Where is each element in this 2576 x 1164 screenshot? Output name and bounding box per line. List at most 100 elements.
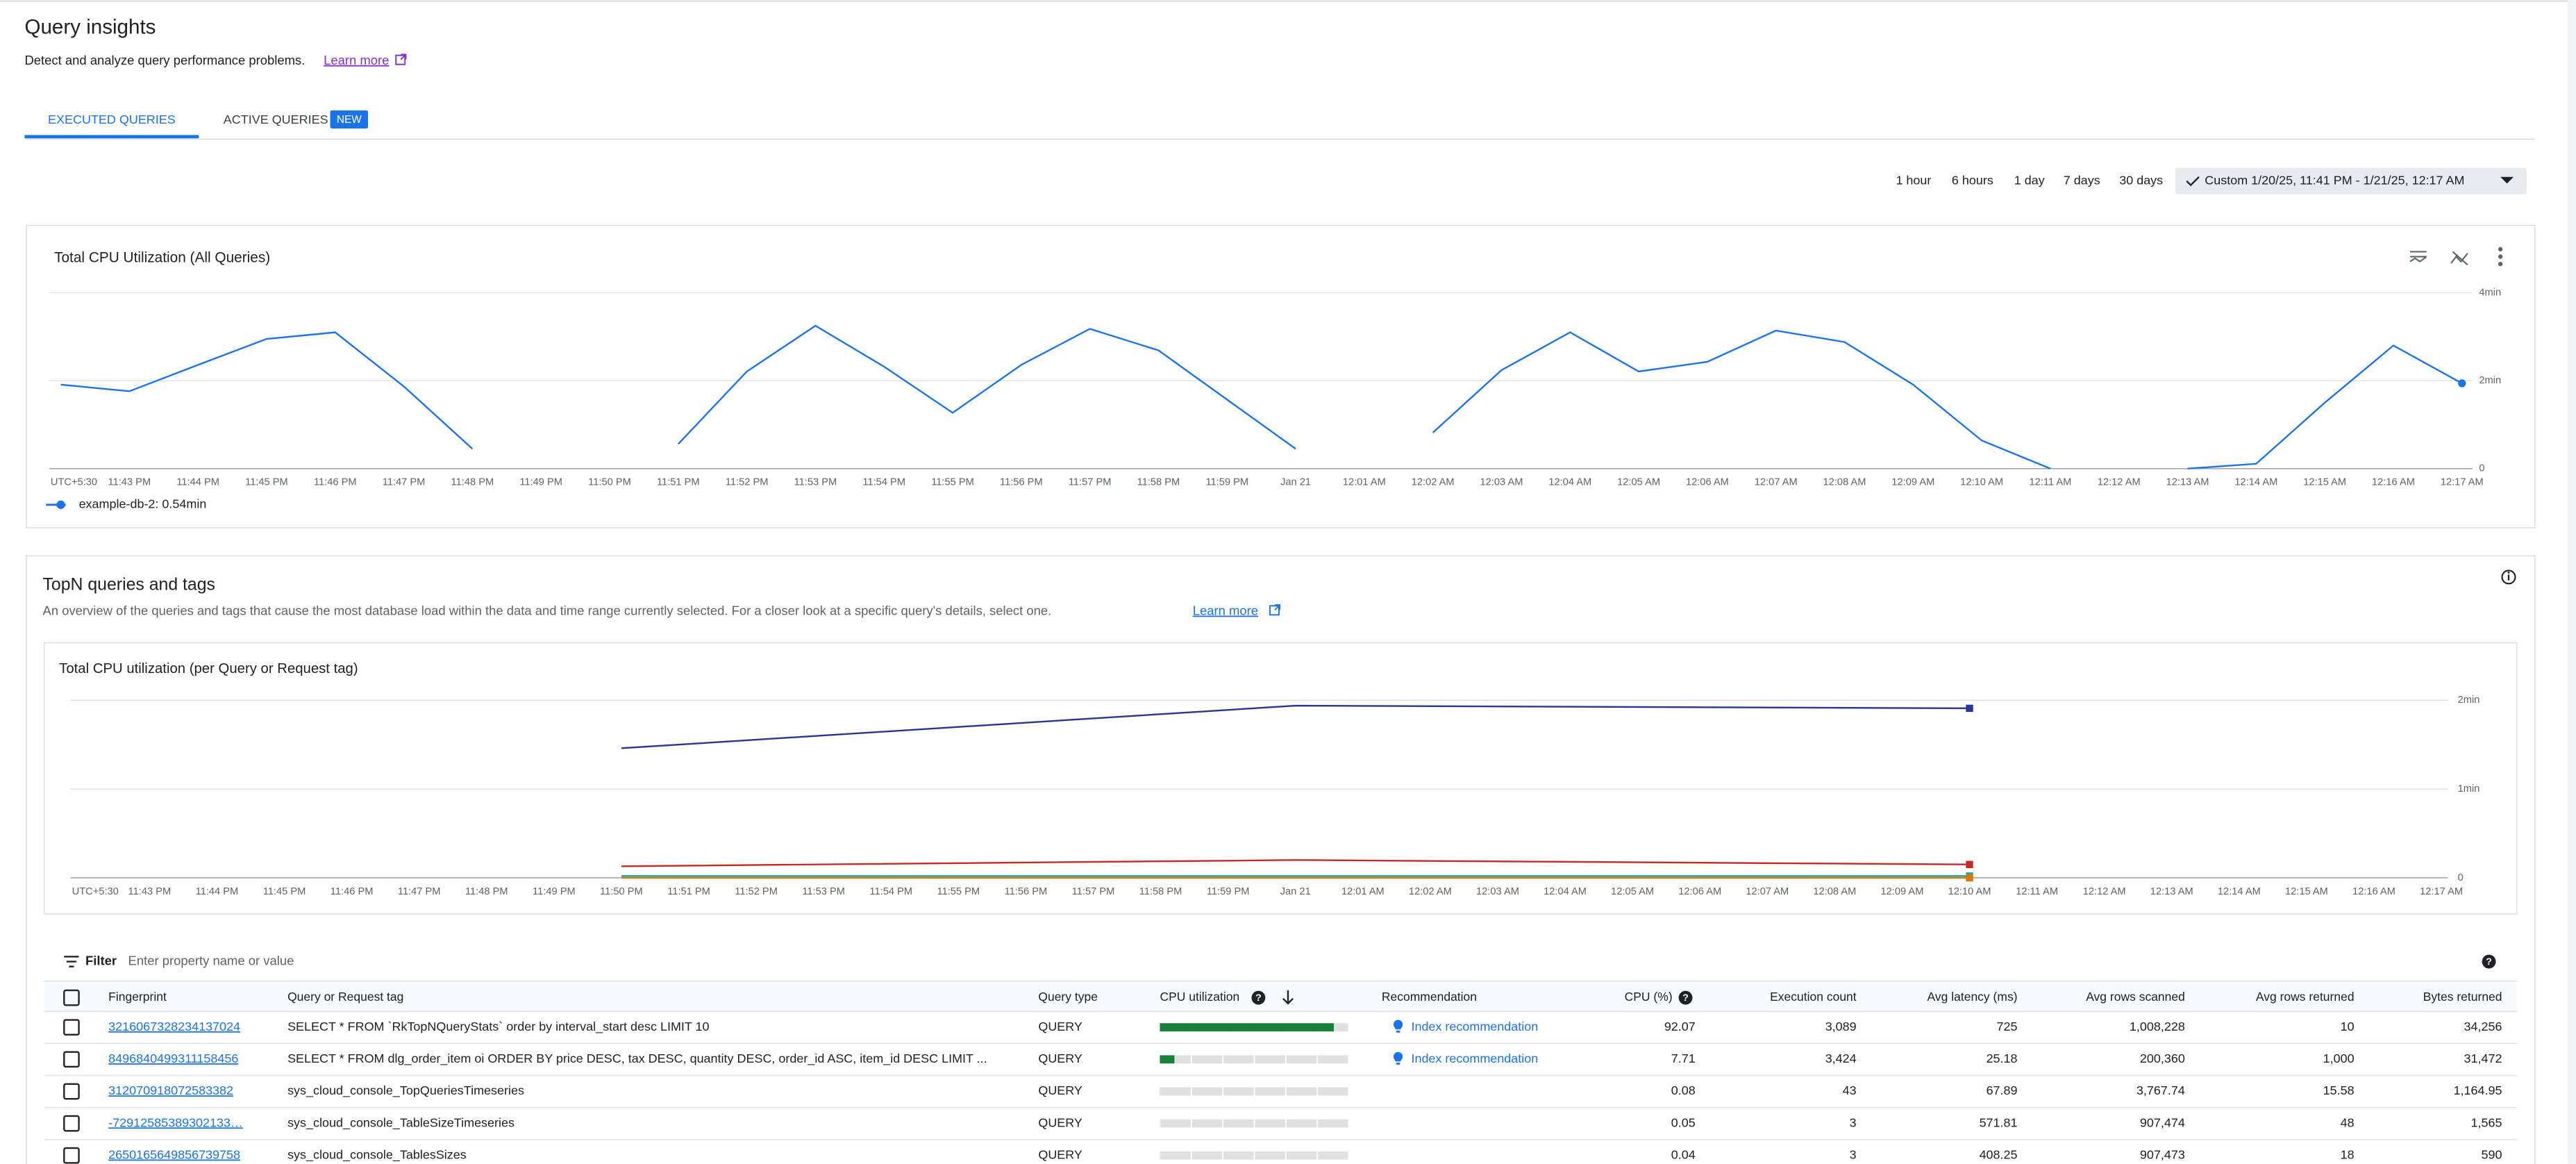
cpu-bar bbox=[1160, 1023, 1334, 1032]
y-tick-label: 2min bbox=[2458, 695, 2480, 706]
x-tick-label: 12:04 AM bbox=[1544, 886, 1587, 897]
fingerprint-link[interactable]: -72912585389302133… bbox=[108, 1115, 243, 1129]
cell: 0.04 bbox=[1671, 1148, 1696, 1162]
x-tick-label: 11:59 PM bbox=[1207, 886, 1250, 897]
custom-range-button[interactable] bbox=[2175, 167, 2527, 194]
x-tick-label: 11:44 PM bbox=[176, 477, 219, 488]
help-circle bbox=[1678, 990, 1693, 1005]
filter-label[interactable]: Filter bbox=[85, 953, 117, 967]
bar-track bbox=[1318, 1119, 1348, 1128]
column-header[interactable]: Bytes returned bbox=[2423, 990, 2502, 1004]
cpu-card bbox=[26, 224, 2536, 529]
x-tick-label: 11:55 PM bbox=[931, 477, 974, 488]
x-tick-label: 11:44 PM bbox=[196, 886, 239, 897]
menu-dot[interactable] bbox=[2498, 254, 2503, 259]
time-range-selector: 1 hour 6 hours 1 day 7 days 30 days bbox=[1896, 173, 2163, 187]
chart-type-icon[interactable] bbox=[2409, 251, 2427, 263]
recommendation-link[interactable]: Index recommendation bbox=[1411, 1020, 1538, 1033]
column-header[interactable]: Avg rows scanned bbox=[2086, 990, 2185, 1004]
x-tick-label: 12:04 AM bbox=[1548, 477, 1591, 488]
series-marker bbox=[1966, 874, 1973, 882]
bar-track bbox=[1191, 1055, 1223, 1064]
x-tick-label: 12:09 AM bbox=[1891, 477, 1934, 488]
bar-track bbox=[1286, 1087, 1317, 1096]
column-header[interactable]: Avg latency (ms) bbox=[1927, 990, 2018, 1004]
column-header[interactable]: Recommendation bbox=[1382, 990, 1477, 1004]
bar-track bbox=[1255, 1119, 1285, 1128]
fingerprint-link[interactable]: 312070918072583382 bbox=[108, 1083, 233, 1097]
help-icon[interactable]: ? bbox=[2482, 954, 2496, 969]
column-header[interactable]: Execution count bbox=[1770, 990, 1857, 1004]
checkbox[interactable] bbox=[63, 1019, 80, 1036]
checkbox[interactable] bbox=[63, 1051, 80, 1068]
x-tick-label: 12:11 AM bbox=[2030, 477, 2072, 488]
badge bbox=[330, 110, 368, 128]
filter-input[interactable]: Enter property name or value bbox=[128, 953, 294, 967]
y-tick-label: 2min bbox=[2479, 375, 2501, 386]
time-range-option[interactable]: 7 days bbox=[2064, 173, 2100, 187]
x-tick-label: 12:13 AM bbox=[2166, 477, 2209, 488]
cell: QUERY bbox=[1038, 1083, 1082, 1097]
info-icon[interactable] bbox=[2501, 569, 2516, 585]
column-header[interactable]: CPU utilization bbox=[1160, 990, 1239, 1004]
custom-range[interactable]: Custom 1/20/25, 11:41 PM - 1/21/25, 12:1… bbox=[2205, 173, 2464, 187]
learn-more-link[interactable]: Learn more bbox=[1193, 603, 1258, 617]
x-tick-label: 12:11 AM bbox=[2016, 886, 2058, 897]
cell: 0.05 bbox=[1671, 1115, 1696, 1129]
table: Fingerprint Query or Request tag Query typ… bbox=[44, 989, 2517, 1164]
bar-track bbox=[1318, 1151, 1348, 1160]
bar-track bbox=[1223, 1087, 1254, 1096]
cell: 907,473 bbox=[2140, 1148, 2185, 1162]
column-header[interactable]: CPU (%) bbox=[1625, 990, 1673, 1004]
cell: 725 bbox=[1997, 1020, 2018, 1033]
anomaly-icon[interactable] bbox=[2450, 251, 2468, 266]
checkbox[interactable] bbox=[63, 1083, 80, 1100]
column-header[interactable]: Avg rows returned bbox=[2256, 990, 2355, 1004]
x-tick-label: 11:49 PM bbox=[519, 477, 562, 488]
bar-track bbox=[1318, 1055, 1348, 1064]
y-tick-label: 0 bbox=[2479, 463, 2484, 474]
x-tick-label: 11:55 PM bbox=[937, 886, 980, 897]
column-header[interactable]: Query type bbox=[1038, 990, 1098, 1004]
menu-dot[interactable] bbox=[2498, 261, 2503, 267]
cell: 10 bbox=[2341, 1020, 2355, 1033]
page-description: Detect and analyze query performance pro… bbox=[24, 53, 305, 67]
help-icon[interactable]: ? bbox=[1251, 990, 1266, 1005]
x-tick-label: 11:46 PM bbox=[314, 477, 357, 488]
checkbox[interactable] bbox=[63, 1115, 80, 1132]
x-tick-label: 11:59 PM bbox=[1205, 477, 1248, 488]
x-tick-label: 12:14 AM bbox=[2234, 477, 2277, 488]
fingerprint-link[interactable]: 2650165649856739758 bbox=[108, 1148, 240, 1162]
column-header[interactable]: Fingerprint bbox=[108, 990, 167, 1004]
menu-dot[interactable] bbox=[2498, 247, 2503, 252]
tab[interactable]: EXECUTED QUERIES bbox=[48, 113, 176, 126]
bar-track bbox=[1191, 1119, 1223, 1128]
time-range-option[interactable]: 30 days bbox=[2119, 173, 2163, 187]
cpu-chart-title: Total CPU Utilization (All Queries) bbox=[54, 249, 270, 265]
x-tick-label: 12:03 AM bbox=[1476, 886, 1519, 897]
help-mark: ? bbox=[1255, 992, 1262, 1004]
cell: 0.08 bbox=[1671, 1083, 1696, 1097]
time-range-option[interactable]: 1 day bbox=[2014, 173, 2045, 187]
learn-more-link[interactable]: Learn more bbox=[324, 53, 389, 67]
x-tick-label: 11:43 PM bbox=[108, 477, 151, 488]
bar-track bbox=[1286, 1055, 1317, 1064]
help-icon[interactable]: ? bbox=[1678, 990, 1693, 1005]
checkbox[interactable] bbox=[63, 989, 80, 1006]
checkbox[interactable] bbox=[63, 1147, 80, 1164]
x-tick-label: 11:54 PM bbox=[862, 477, 905, 488]
fingerprint-link[interactable]: 8496840499311158456 bbox=[108, 1051, 238, 1065]
x-tick-label: 12:15 AM bbox=[2303, 477, 2346, 488]
cell: 1,565 bbox=[2471, 1115, 2502, 1129]
time-range-option[interactable]: 6 hours bbox=[1952, 173, 1993, 187]
bar-track bbox=[1318, 1087, 1348, 1096]
table-header-row bbox=[44, 983, 2517, 1013]
fingerprint-link[interactable]: 3216067328234137024 bbox=[108, 1020, 240, 1033]
x-tick-label: 11:54 PM bbox=[869, 886, 912, 897]
bar-track bbox=[1255, 1087, 1285, 1096]
column-header[interactable]: Query or Request tag bbox=[287, 990, 403, 1004]
recommendation-link[interactable]: Index recommendation bbox=[1411, 1051, 1538, 1065]
cell: 15.58 bbox=[2323, 1083, 2355, 1097]
time-range-option[interactable]: 1 hour bbox=[1896, 173, 1931, 187]
tab[interactable]: ACTIVE QUERIES bbox=[224, 113, 328, 126]
